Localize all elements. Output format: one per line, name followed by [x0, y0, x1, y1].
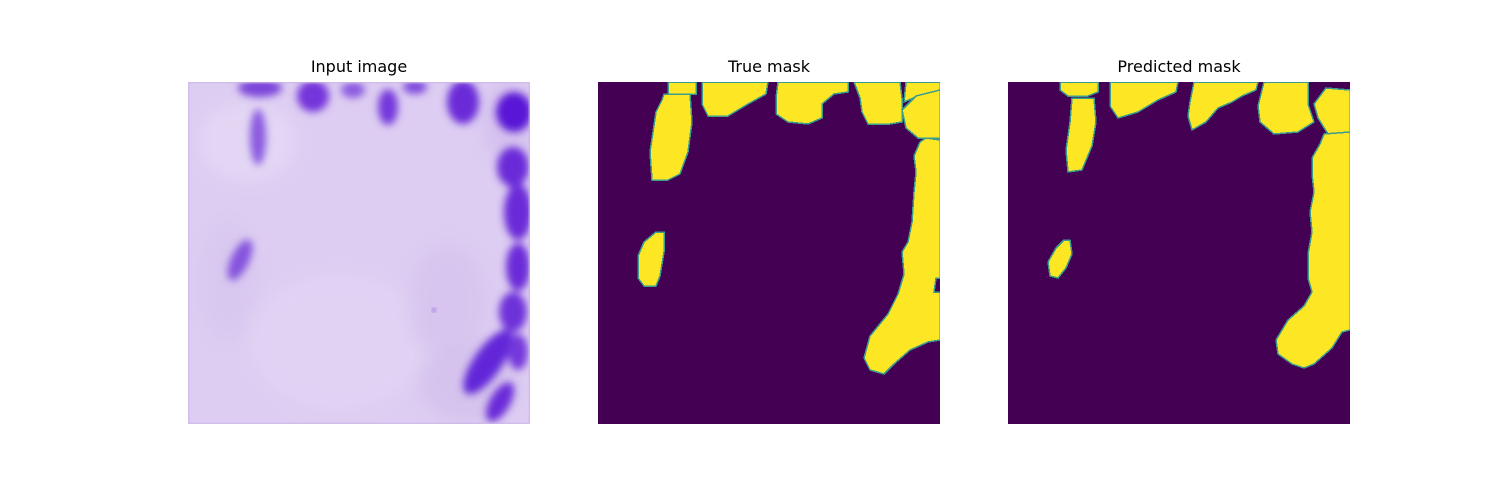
true-mask-svg	[598, 82, 940, 424]
panel-true-mask: True mask	[598, 54, 940, 424]
panel-title: Predicted mask	[1117, 57, 1241, 76]
predicted-mask-image	[1008, 82, 1350, 424]
panel-input-image: Input image	[188, 54, 530, 424]
panel-predicted-mask: Predicted mask	[1008, 54, 1350, 424]
predicted-mask-svg	[1008, 82, 1350, 424]
panel-title: Input image	[310, 57, 408, 76]
input-image	[188, 82, 530, 424]
panel-title: True mask	[727, 57, 811, 76]
input-image-svg	[188, 82, 530, 424]
true-mask-image	[598, 82, 940, 424]
